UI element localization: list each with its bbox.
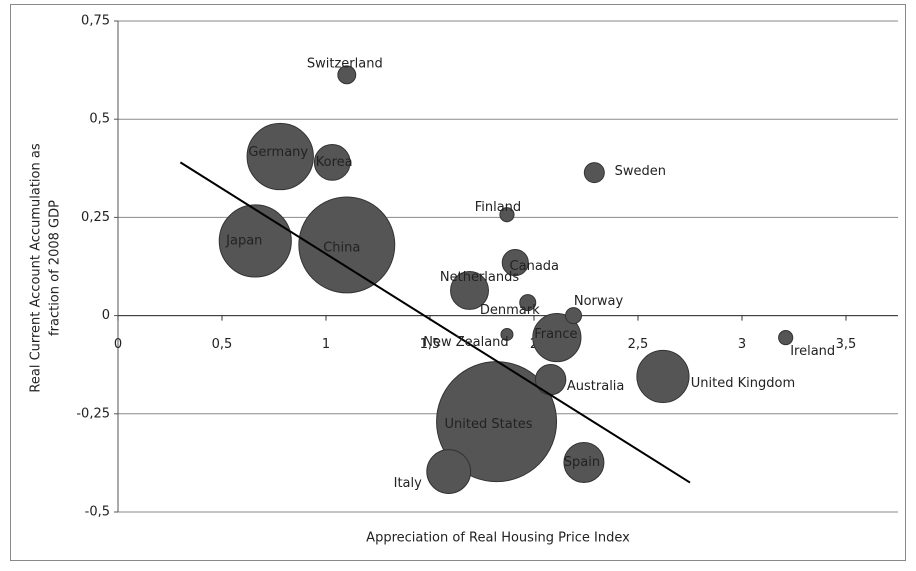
y-tick-label: -0,5 [85, 505, 110, 520]
y-axis-title: Real Current Account Accumulation as [29, 143, 44, 392]
data-label: Spain [564, 455, 600, 470]
data-label: France [534, 327, 577, 342]
x-tick-label: 1,5 [420, 337, 441, 352]
data-label: Norway [574, 294, 624, 309]
y-axis-title: fraction of 2008 GDP [48, 200, 63, 336]
bubble [218, 204, 292, 278]
data-label: Denmark [480, 303, 540, 318]
x-tick-label: 0 [114, 337, 122, 352]
x-axis-title: Appreciation of Real Housing Price Index [366, 531, 630, 546]
x-tick-label: 3,5 [836, 337, 857, 352]
y-tick-label: 0,75 [81, 14, 110, 29]
bubble [450, 270, 489, 310]
bubble [337, 65, 357, 85]
trendline [179, 161, 691, 484]
data-label: New Zealand [423, 335, 508, 350]
bubble [778, 330, 794, 346]
bubble [426, 449, 472, 494]
bubble [499, 207, 515, 223]
bubble [532, 313, 582, 363]
data-label: Korea [316, 155, 353, 170]
data-label: China [323, 240, 360, 255]
bubble [500, 327, 514, 341]
x-tick-label: 2,5 [628, 337, 649, 352]
y-tick-label: -0,25 [76, 406, 110, 421]
y-tick-label: 0,25 [81, 210, 110, 225]
bubble [298, 196, 396, 294]
data-label: Finland [475, 200, 521, 215]
data-label: Switzerland [307, 56, 383, 71]
data-label: Japan [225, 233, 262, 248]
data-label: United Kingdom [691, 376, 795, 391]
bubble [246, 122, 314, 191]
bubble [583, 162, 605, 184]
data-label: Germany [248, 145, 308, 160]
bubble [563, 442, 605, 484]
data-label: United States [445, 417, 533, 432]
data-label: Italy [394, 476, 423, 491]
y-tick-label: 0 [102, 308, 110, 323]
bubble [501, 249, 529, 277]
bubble [313, 144, 351, 181]
y-tick-label: 0,5 [89, 112, 110, 127]
x-tick-label: 1 [322, 337, 330, 352]
data-label: Ireland [790, 344, 835, 359]
data-label: Netherlands [440, 270, 519, 285]
bubble [636, 349, 690, 404]
data-label: Canada [510, 259, 559, 274]
x-tick-label: 0,5 [212, 337, 233, 352]
bubble [534, 363, 567, 396]
bubble [519, 294, 537, 312]
data-label: Australia [567, 379, 625, 394]
bubble [565, 307, 583, 325]
data-label: Sweden [615, 164, 666, 179]
x-tick-label: 3 [738, 337, 746, 352]
